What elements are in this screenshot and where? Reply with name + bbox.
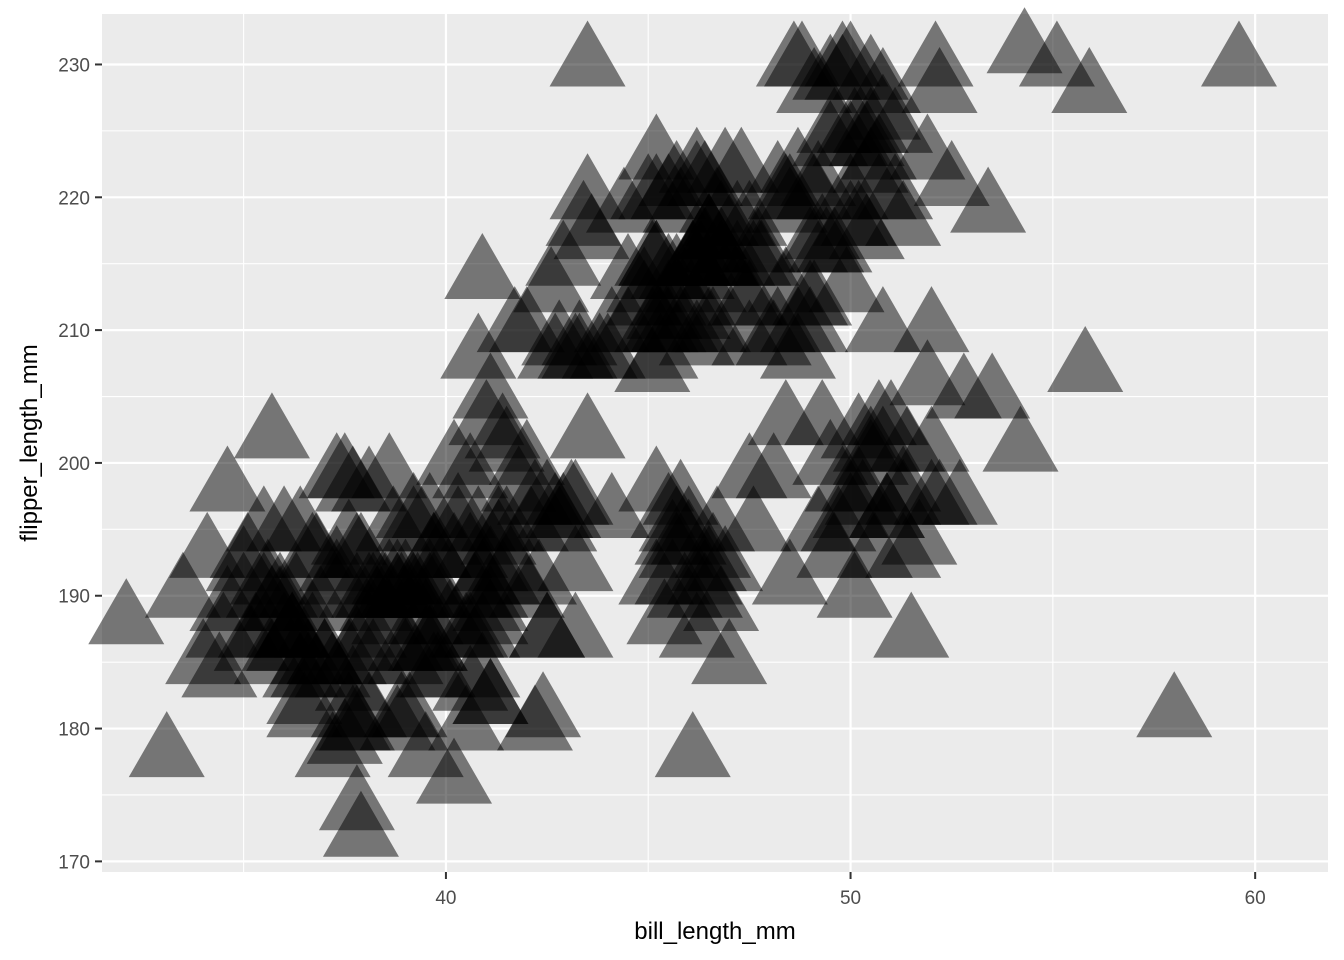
data-point bbox=[683, 179, 760, 246]
data-point bbox=[144, 551, 221, 618]
data-point bbox=[322, 790, 399, 857]
data-point bbox=[683, 565, 760, 632]
data-point bbox=[375, 551, 452, 618]
data-point bbox=[638, 485, 715, 552]
data-point bbox=[318, 511, 395, 578]
data-point bbox=[840, 153, 917, 220]
y-tick-label: 230 bbox=[58, 55, 90, 76]
data-point bbox=[444, 232, 521, 299]
data-point bbox=[549, 153, 626, 220]
data-point bbox=[266, 671, 343, 738]
data-point bbox=[331, 591, 408, 658]
data-point bbox=[246, 485, 323, 552]
y-tick-label: 220 bbox=[58, 188, 90, 209]
data-point bbox=[751, 166, 828, 233]
data-point bbox=[873, 591, 950, 658]
data-point bbox=[982, 405, 1059, 472]
data-point bbox=[844, 286, 921, 353]
x-tick-label: 60 bbox=[1245, 888, 1266, 909]
data-point bbox=[233, 392, 310, 459]
y-tick-label: 210 bbox=[58, 321, 90, 342]
x-tick-label: 50 bbox=[840, 888, 861, 909]
data-point bbox=[513, 246, 590, 313]
y-ticks: 170 180 190 200 210 220 230 bbox=[58, 55, 102, 873]
data-point bbox=[549, 20, 626, 87]
y-tick-label: 200 bbox=[58, 454, 90, 475]
data-point bbox=[796, 511, 873, 578]
data-point bbox=[889, 339, 966, 406]
data-point bbox=[715, 485, 792, 552]
x-tick-label: 40 bbox=[435, 888, 456, 909]
data-point bbox=[416, 737, 493, 804]
x-axis-title: bill_length_mm bbox=[634, 918, 795, 945]
data-point bbox=[452, 352, 529, 419]
data-point bbox=[889, 113, 966, 180]
data-point bbox=[468, 485, 545, 552]
data-point bbox=[618, 153, 695, 220]
data-point bbox=[88, 578, 165, 645]
data-point bbox=[440, 312, 517, 379]
data-point bbox=[630, 259, 707, 326]
data-point bbox=[857, 86, 934, 153]
data-point bbox=[306, 432, 383, 499]
data-point bbox=[331, 671, 408, 738]
data-point bbox=[820, 445, 897, 512]
data-point bbox=[816, 551, 893, 618]
data-point bbox=[436, 551, 513, 618]
data-point bbox=[537, 525, 614, 592]
data-point bbox=[229, 538, 306, 605]
data-point bbox=[452, 657, 529, 724]
data-point bbox=[545, 179, 622, 246]
data-point bbox=[549, 392, 626, 459]
data-point bbox=[654, 711, 731, 778]
data-point bbox=[270, 631, 347, 698]
y-tick-label: 180 bbox=[58, 720, 90, 741]
data-point bbox=[735, 432, 812, 499]
data-point bbox=[444, 591, 521, 658]
data-point bbox=[820, 392, 897, 459]
data-point bbox=[541, 312, 618, 379]
data-point bbox=[772, 259, 849, 326]
data-point bbox=[893, 286, 970, 353]
data-point bbox=[751, 538, 828, 605]
data-point bbox=[901, 458, 978, 525]
data-point bbox=[318, 764, 395, 831]
y-tick-label: 170 bbox=[58, 852, 90, 873]
data-point bbox=[246, 591, 323, 658]
data-point bbox=[505, 671, 582, 738]
data-point bbox=[128, 711, 205, 778]
y-tick-label: 190 bbox=[58, 587, 90, 608]
data-point bbox=[763, 20, 840, 87]
data-point bbox=[792, 100, 869, 167]
x-ticks: 40 50 60 bbox=[435, 872, 1266, 909]
data-point bbox=[950, 166, 1027, 233]
data-point bbox=[618, 538, 695, 605]
data-point bbox=[1047, 325, 1124, 392]
data-point bbox=[590, 232, 667, 299]
data-point bbox=[189, 445, 266, 512]
data-point bbox=[468, 405, 545, 472]
data-point bbox=[509, 591, 586, 658]
data-point bbox=[1136, 671, 1213, 738]
data-points bbox=[88, 7, 1277, 857]
data-point bbox=[1200, 20, 1277, 87]
y-axis-title: flipper_length_mm bbox=[16, 344, 43, 541]
data-point bbox=[1018, 20, 1095, 87]
data-point bbox=[658, 126, 735, 193]
data-point bbox=[901, 47, 978, 114]
data-point bbox=[590, 286, 667, 353]
data-point bbox=[476, 286, 553, 353]
data-point bbox=[954, 352, 1031, 419]
data-point bbox=[828, 193, 905, 260]
data-point bbox=[897, 20, 974, 87]
data-point bbox=[367, 618, 444, 685]
data-point bbox=[533, 458, 610, 525]
